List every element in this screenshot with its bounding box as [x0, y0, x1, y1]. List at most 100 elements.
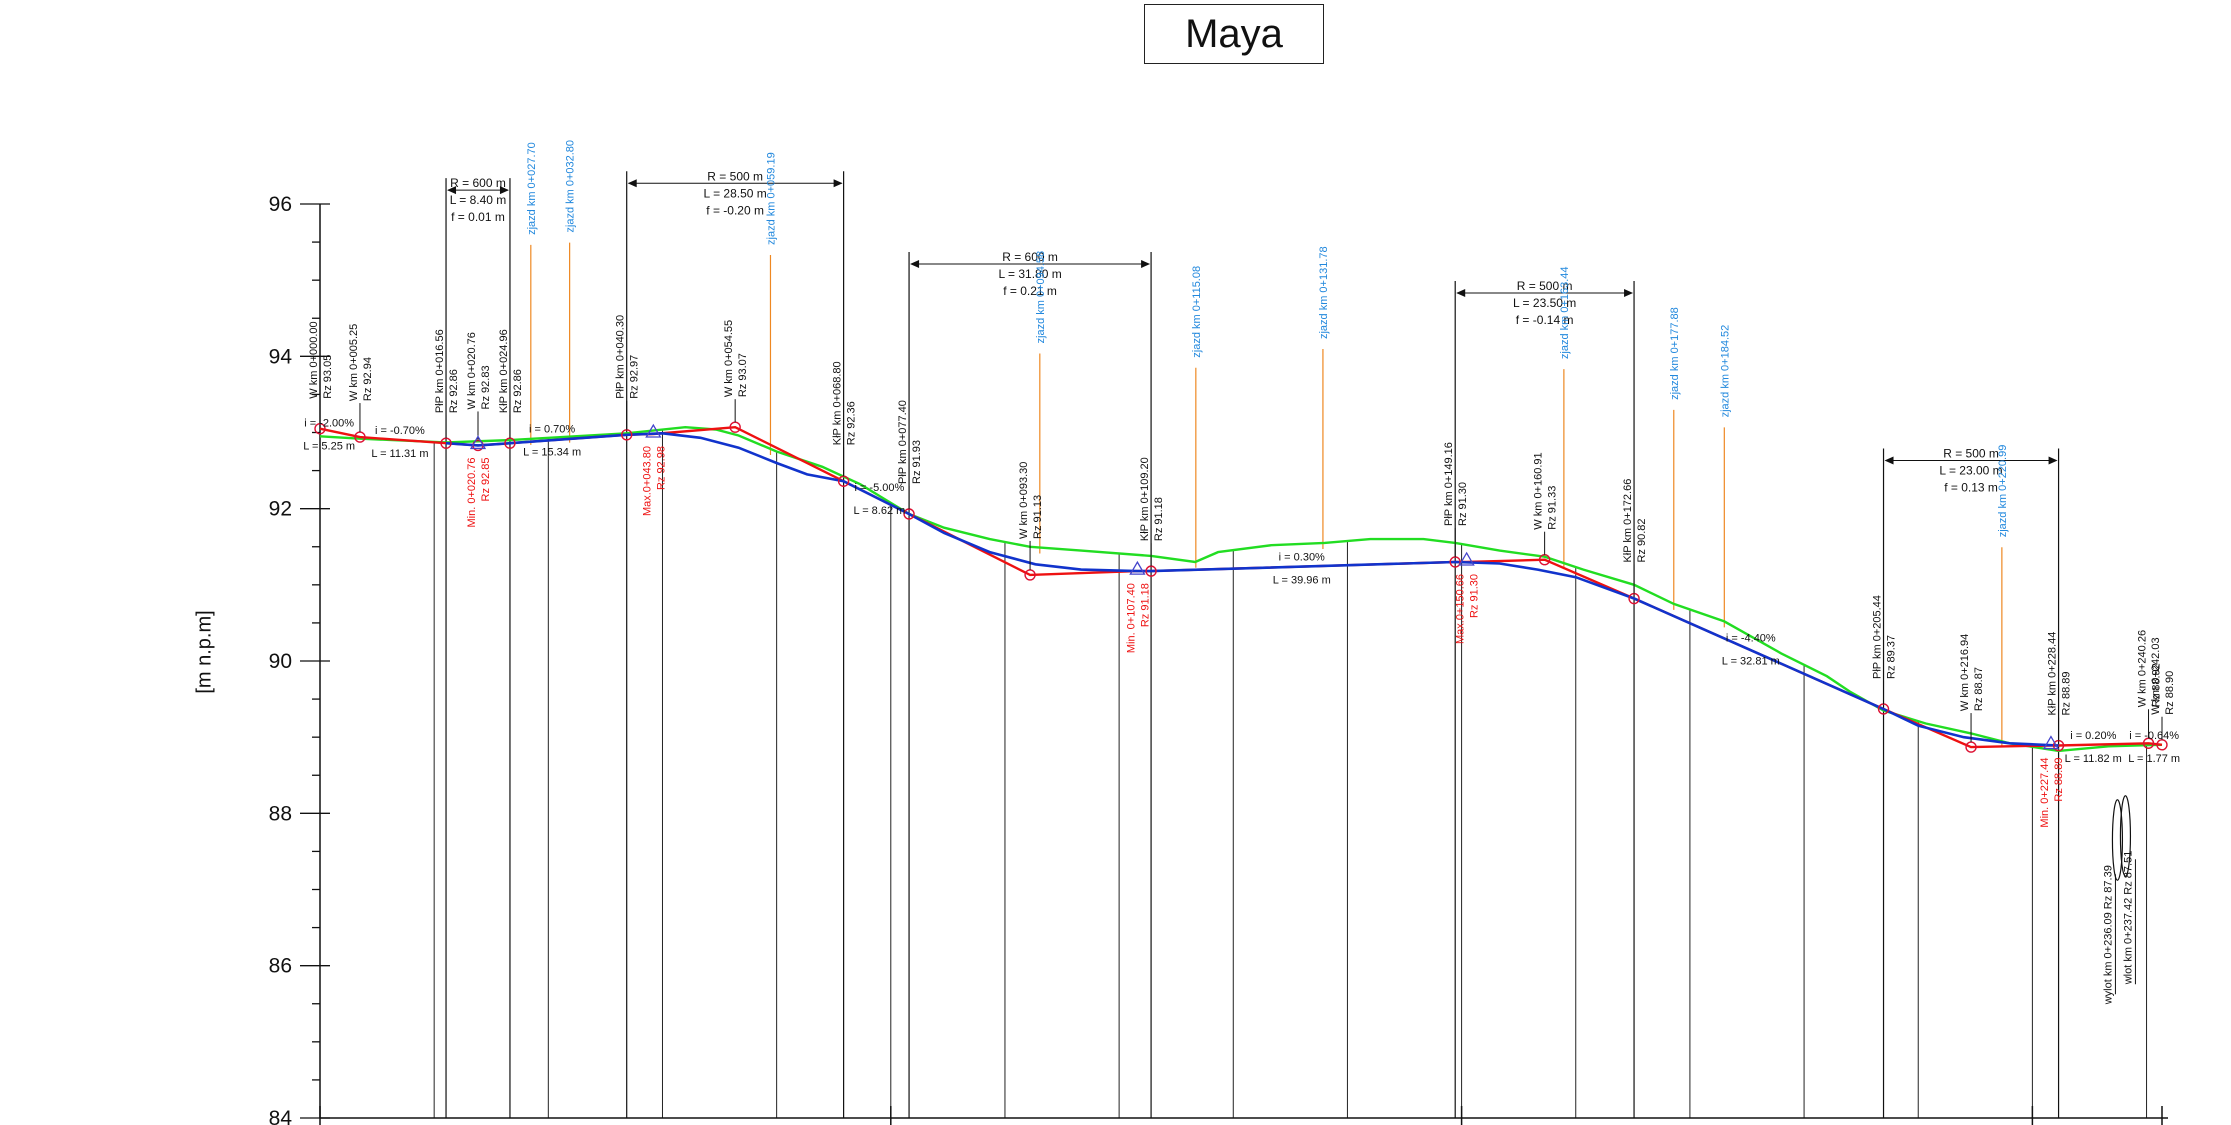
grade-length-label: L = 32.81 m	[1722, 655, 1780, 667]
inlet-label: wlot km 0+237.42 Rz 87.51	[2122, 851, 2134, 986]
curve-parameter-label: L = 23.50 m	[1513, 296, 1576, 310]
curve-parameter-label: R = 500 m	[1517, 279, 1573, 293]
station-label: W km 0+216.94	[1959, 634, 1971, 711]
grade-label: i = 0.20%	[2070, 730, 2116, 742]
grade-length-label: L = 15.34 m	[523, 447, 581, 459]
station-label: PłP km 0+149.16	[1443, 442, 1455, 526]
road-entry-label: zjazd km 0+163.44	[1559, 266, 1571, 359]
y-tick-label: 86	[269, 955, 292, 978]
station-elevation-label: Rz 90.82	[1636, 519, 1648, 563]
curve-parameter-label: L = 23.00 m	[1939, 464, 2002, 478]
station-grid	[319, 429, 2168, 1125]
extreme-elevation-label: Rz 92.85	[480, 457, 492, 501]
station-elevation-label: Rz 91.18	[1153, 497, 1165, 541]
grade-length-label: L = 11.31 m	[371, 448, 428, 460]
outlet-label: wylot km 0+236.09 Rz 87.39	[2102, 865, 2114, 1005]
y-tick-label: 96	[269, 193, 292, 216]
station-elevation-label: Rz 91.33	[1547, 486, 1559, 530]
curve-parameter-label: L = 31.80 m	[998, 267, 1061, 281]
station-elevation-label: Rz 92.36	[846, 401, 858, 445]
extreme-elevation-label: Rz 91.30	[1469, 574, 1481, 618]
culvert-ellipse	[2119, 795, 2132, 877]
station-elevation-label: Rz 88.90	[2164, 671, 2176, 715]
extreme-label: Max.0+043.80	[641, 446, 653, 516]
culvert-ellipse	[2111, 799, 2124, 881]
curve-parameter-label: R = 500 m	[707, 169, 763, 183]
station-label: KłP km 0+172.66	[1622, 479, 1634, 563]
station-elevation-label: Rz 88.92	[2151, 663, 2163, 707]
curve-parameter-label: f = -0.20 m	[706, 203, 764, 217]
station-label: W km 0+160.91	[1533, 452, 1545, 529]
extreme-point-markers: Min. 0+020.76 Rz 92.85 Max.0+043.80 Rz 92.9…	[466, 423, 2065, 828]
station-label: PłP km 0+205.44	[1872, 595, 1884, 679]
y-tick-label: 94	[269, 345, 293, 368]
y-axis: 84 86 88 90 92 94 96	[269, 193, 330, 1125]
station-label: W km 0+093.30	[1018, 462, 1030, 539]
profile-lines	[319, 425, 2163, 753]
station-label: W km 0+000.00	[308, 321, 320, 398]
grade-length-label: L = 8.62 m	[853, 505, 905, 517]
station-label: W km 0+054.55	[723, 320, 735, 397]
grade-label: i = 0.70%	[529, 424, 575, 436]
extreme-label: Min. 0+227.44	[2039, 758, 2051, 828]
road-entry-markers: zjazd km 0+027.70 zjazd km 0+032.80 zjazd …	[526, 140, 2009, 748]
extreme-elevation-label: Rz 88.89	[2053, 758, 2065, 802]
station-elevation-label: Rz 91.13	[1032, 495, 1044, 539]
road-entry-label: zjazd km 0+094.58	[1035, 251, 1047, 344]
curve-parameter-label: R = 500 m	[1943, 447, 1999, 461]
station-elevation-label: Rz 91.93	[911, 440, 923, 484]
station-label: KłP km 0+068.80	[832, 361, 844, 445]
road-entry-label: zjazd km 0+027.70	[526, 142, 538, 235]
curve-parameter-label: f = 0.21 m	[1003, 284, 1057, 298]
road-entry-label: zjazd km 0+177.88	[1669, 307, 1681, 400]
extreme-triangle	[1458, 551, 1475, 566]
grade-label: i = -5.00%	[854, 482, 904, 494]
station-elevation-label: Rz 92.97	[629, 355, 641, 399]
station-label: KłP km 0+024.96	[498, 329, 510, 413]
station-label: W km 0+005.25	[348, 324, 360, 401]
vertical-curve-annotations: R = 600 m L = 8.40 m f = 0.01 m R = 500 m L …	[445, 169, 2060, 1118]
station-label: W km 0+240.26	[2137, 630, 2149, 707]
curve-parameter-label: f = -0.14 m	[1516, 313, 1574, 327]
extreme-triangle	[469, 435, 487, 450]
station-label: PłP km 0+016.56	[434, 329, 446, 413]
extreme-triangle	[645, 423, 662, 438]
curve-parameter-label: L = 28.50 m	[704, 186, 767, 200]
station-elevation-label: Rz 88.89	[2061, 672, 2073, 716]
extreme-triangle	[2042, 735, 2060, 750]
station-label: PłP km 0+077.40	[897, 400, 909, 484]
curve-parameter-label: L = 8.40 m	[450, 193, 507, 207]
grade-label: i = -4.40%	[1726, 632, 1776, 644]
curve-parameter-label: f = 0.13 m	[1944, 481, 1998, 495]
y-tick-label: 90	[269, 650, 292, 673]
road-entry-label: zjazd km 0+115.08	[1191, 266, 1203, 358]
terrain-line	[319, 425, 2163, 753]
grade-length-label: L = 1.77 m	[2128, 753, 2180, 765]
drawing-title: Maya	[1144, 4, 1324, 64]
extreme-elevation-label: Rz 91.18	[1139, 583, 1151, 627]
y-tick-label: 88	[269, 802, 292, 825]
curve-parameter-label: R = 600 m	[450, 176, 506, 190]
grade-annotations: i = -2.00% L = 5.25 m i = -0.70% L = 11.31 …	[303, 418, 2180, 765]
station-elevation-label: Rz 92.83	[480, 365, 492, 409]
station-label: KłP km 0+109.20	[1139, 457, 1151, 541]
outlet-culvert: wylot km 0+236.09 Rz 87.39 wlot km 0+237.…	[2102, 795, 2136, 1005]
station-elevation-label: Rz 92.86	[448, 369, 460, 413]
grade-length-label: L = 11.82 m	[2065, 753, 2122, 765]
station-elevation-label: Rz 89.37	[1886, 635, 1898, 679]
extreme-elevation-label: Rz 92.98	[655, 446, 667, 490]
station-markers: W km 0+000.00 Rz 93.05 W km 0+005.25 Rz 92.…	[308, 315, 2176, 753]
station-label: KłP km 0+228.44	[2047, 632, 2059, 716]
curve-line	[445, 431, 2059, 747]
extreme-triangle	[1129, 560, 1146, 575]
curve-parameter-label: f = 0.01 m	[451, 210, 505, 224]
station-label: W km 0+242.03	[2150, 637, 2162, 714]
station-elevation-label: Rz 93.05	[322, 355, 334, 399]
road-entry-label: zjazd km 0+220.99	[1997, 445, 2009, 538]
station-elevation-label: Rz 93.07	[737, 353, 749, 397]
grade-length-label: L = 39.96 m	[1273, 575, 1331, 587]
station-elevation-label: Rz 91.30	[1457, 482, 1469, 526]
grade-label: i = -2.00%	[304, 418, 354, 430]
grade-length-label: L = 5.25 m	[303, 441, 355, 453]
